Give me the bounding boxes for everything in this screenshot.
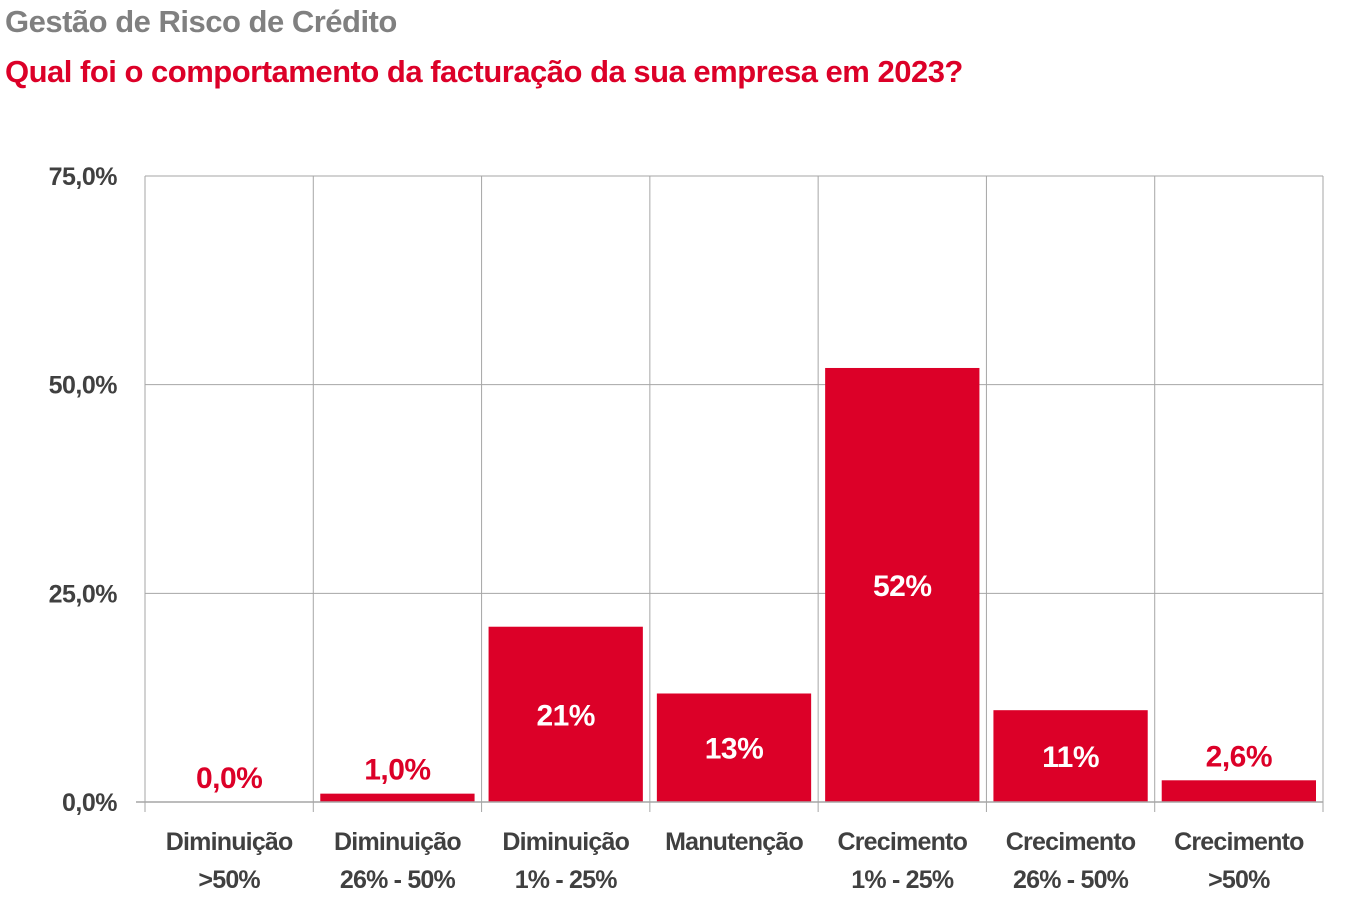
chart-supertitle: Gestão de Risco de Crédito — [5, 4, 397, 39]
bar — [488, 626, 643, 802]
bar — [320, 793, 475, 802]
x-tick-label: Crecimento — [1174, 828, 1304, 856]
bar — [1161, 780, 1316, 802]
x-tick-label: Diminuição — [166, 828, 293, 856]
y-tick-label: 75,0% — [49, 163, 118, 191]
x-tick-label: 1% - 25% — [515, 866, 618, 894]
data-label: 52% — [873, 570, 932, 603]
y-tick-label: 50,0% — [49, 372, 118, 400]
x-tick-label: >50% — [1208, 866, 1270, 894]
x-tick-label: >50% — [198, 866, 260, 894]
x-tick-label: Crecimento — [838, 828, 968, 856]
x-tick-label: Manutenção — [665, 828, 803, 856]
bar — [825, 367, 980, 802]
y-tick-label: 25,0% — [49, 580, 118, 608]
bar — [656, 693, 812, 802]
x-tick-label: Crecimento — [1006, 828, 1136, 856]
x-tick-label: Diminuição — [334, 828, 461, 856]
data-label: 13% — [705, 733, 764, 766]
x-tick-label: 1% - 25% — [851, 866, 954, 894]
x-tick-label: Diminuição — [502, 828, 629, 856]
data-label: 2,6% — [1206, 740, 1272, 773]
y-tick-label: 0,0% — [62, 789, 117, 817]
data-label: 11% — [1042, 741, 1099, 774]
data-label: 1,0% — [364, 754, 430, 787]
x-tick-label: 26% - 50% — [340, 866, 456, 894]
x-tick-label: 26% - 50% — [1013, 866, 1129, 894]
bar — [993, 710, 1148, 802]
data-label: 0,0% — [196, 762, 262, 795]
data-label: 21% — [536, 699, 595, 732]
chart-title: Qual foi o comportamento da facturação d… — [5, 54, 963, 89]
